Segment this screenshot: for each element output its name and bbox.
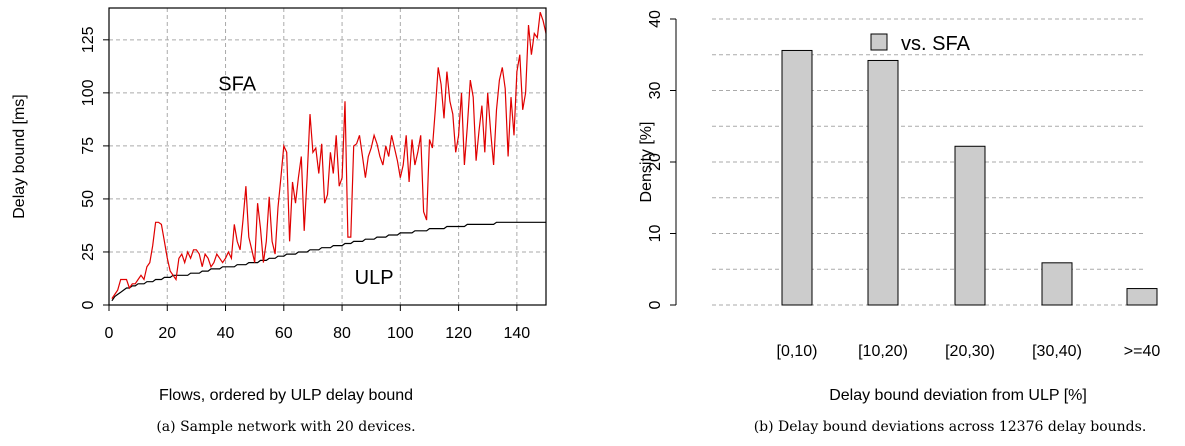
left-plot-frame <box>108 7 547 306</box>
legend-swatch-vs-sfa <box>870 33 888 51</box>
right-legend: vs. SFA <box>870 33 971 55</box>
left-y-tick-label: 125 <box>80 26 97 53</box>
left-y-tick-label: 50 <box>80 190 97 208</box>
right-gridlines <box>712 18 1145 306</box>
right-caption: (b) Delay bound deviations across 12376 … <box>754 419 1147 435</box>
left-gridlines <box>108 8 546 306</box>
bar <box>1126 288 1158 306</box>
left-x-tick-label: 20 <box>158 325 176 342</box>
bar <box>781 49 813 306</box>
right-x-category-label: [30,40) <box>1032 343 1082 360</box>
left-y-tick-label: 0 <box>80 300 97 309</box>
right-x-axis-label: Delay bound deviation from ULP [%] <box>829 387 1087 404</box>
left-y-axis-label: Delay bound [ms] <box>11 94 28 219</box>
right-x-category-labels: [0,10) [10,20) [20,30) [30,40) >=40 <box>777 343 1161 360</box>
right-x-category-label: [10,20) <box>858 343 908 360</box>
right-y-axis-label: Density [%] <box>638 122 655 203</box>
left-x-tick-label: 140 <box>504 325 531 342</box>
sfa-series-line <box>111 12 547 299</box>
bar <box>954 145 986 306</box>
left-y-ticks: 0 25 50 75 100 125 <box>80 26 109 309</box>
left-y-tick-label: 75 <box>80 137 97 155</box>
annotation-sfa: SFA <box>218 74 256 96</box>
left-x-tick-label: 0 <box>105 325 114 342</box>
right-y-tick-label: 40 <box>647 10 664 28</box>
right-y-tick-label: 30 <box>647 82 664 100</box>
right-x-category-label: [20,30) <box>945 343 995 360</box>
left-x-tick-label: 40 <box>217 325 235 342</box>
left-y-tick-label: 100 <box>80 79 97 106</box>
right-y-tick-label: 20 <box>647 153 664 171</box>
left-y-tick-label: 25 <box>80 243 97 261</box>
left-caption: (a) Sample network with 20 devices. <box>156 419 415 435</box>
right-x-category-label: [0,10) <box>777 343 818 360</box>
right-chart: 0 10 20 30 40 [0,10) [10,20) [20,30) [30,40) >=4… <box>638 10 1160 435</box>
annotation-ulp: ULP <box>355 267 394 289</box>
right-y-tick-label: 0 <box>647 300 664 309</box>
left-x-tick-label: 120 <box>445 325 472 342</box>
right-x-category-label: >=40 <box>1124 343 1161 360</box>
right-y-ticks: 0 10 20 30 40 <box>647 10 677 309</box>
left-x-axis-label: Flows, ordered by ULP delay bound <box>159 387 413 404</box>
bar <box>867 59 899 306</box>
right-y-tick-label: 10 <box>647 225 664 243</box>
left-x-tick-label: 60 <box>275 325 293 342</box>
left-chart: 0 20 40 60 80 100 120 140 0 25 50 75 100 125 SFA ULP… <box>11 7 547 435</box>
right-bars <box>781 49 1158 306</box>
bar <box>1041 262 1073 306</box>
left-x-tick-label: 100 <box>387 325 414 342</box>
ulp-series-line <box>111 221 546 302</box>
legend-label-vs-sfa: vs. SFA <box>901 33 971 55</box>
left-x-ticks: 0 20 40 60 80 100 120 140 <box>105 305 531 342</box>
left-x-tick-label: 80 <box>333 325 351 342</box>
